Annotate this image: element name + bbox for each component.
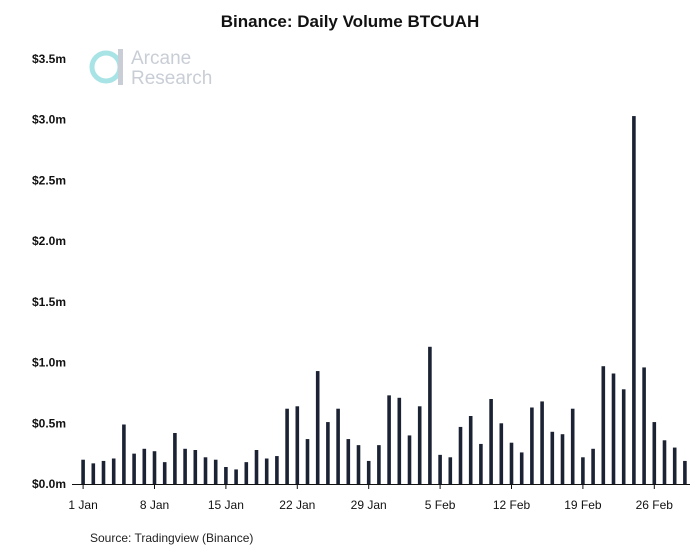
- bars: [81, 116, 687, 484]
- logo-bar: [118, 49, 123, 85]
- bar-jan-18: [254, 450, 259, 484]
- bar-jan-31: [387, 395, 391, 484]
- bar-jan-27: [346, 439, 351, 484]
- y-tick-label: $3.0m: [32, 113, 66, 127]
- y-tick-label: $1.0m: [32, 356, 66, 370]
- bar-jan-17: [244, 462, 249, 484]
- bar-jan-29: [366, 460, 371, 484]
- bar-jan-20: [275, 456, 279, 484]
- bar-feb-18: [570, 408, 575, 484]
- bar-jan-9: [162, 462, 167, 484]
- bar-feb-6: [448, 457, 453, 484]
- bar-jan-5: [122, 424, 126, 484]
- x-tick-label: 22 Jan: [279, 498, 315, 512]
- bar-feb-15: [540, 401, 544, 484]
- bar-feb-17: [560, 434, 565, 484]
- bar-jan-19: [264, 458, 269, 484]
- bar-jan-7: [142, 448, 147, 484]
- bar-jan-22: [295, 406, 300, 484]
- bar-jan-26: [336, 408, 340, 484]
- bar-feb-10: [489, 399, 493, 484]
- bar-feb-7: [458, 426, 463, 484]
- y-tick-label: $2.0m: [32, 234, 66, 248]
- x-tick-label: 1 Jan: [68, 498, 97, 512]
- logo-line-1: Arcane: [131, 48, 191, 69]
- logo-ring: [89, 50, 123, 84]
- y-tick-label: $0.0m: [32, 477, 66, 491]
- bar-feb-26: [652, 422, 657, 484]
- bar-feb-9: [479, 443, 483, 484]
- bar-jan-1: [81, 459, 85, 484]
- bar-feb-11: [499, 423, 504, 484]
- bar-jan-10: [173, 433, 177, 484]
- bar-feb-4: [428, 346, 432, 484]
- x-tick-label: 19 Feb: [564, 498, 602, 512]
- bar-feb-19: [581, 457, 585, 484]
- bar-jan-24: [315, 371, 320, 484]
- bar-jan-11: [183, 448, 187, 484]
- bar-mar-1: [683, 460, 687, 484]
- bar-jan-6: [132, 453, 136, 484]
- bar-feb-27: [662, 440, 667, 484]
- x-axis-ticks: 1 Jan 8 Jan 15 Jan 22 Jan 29 Jan 5 Feb 12 Feb 1…: [68, 484, 673, 512]
- bar-feb-12: [509, 442, 514, 484]
- bar-feb-8: [468, 416, 473, 484]
- bar-feb-3: [417, 406, 422, 484]
- x-tick-label: 8 Jan: [140, 498, 169, 512]
- bar-feb-28: [672, 447, 677, 484]
- y-tick-label: $3.5m: [32, 52, 66, 66]
- bar-feb-14: [530, 407, 534, 484]
- bar-jan-14: [213, 459, 218, 484]
- x-tick-label: 12 Feb: [493, 498, 531, 512]
- y-axis-ticks: $0.0m $0.5m $1.0m $1.5m $2.0m $2.5m $3.0m $3.5m: [32, 52, 66, 491]
- source-note: Source: Tradingview (Binance): [90, 531, 254, 545]
- bar-jan-16: [234, 469, 238, 484]
- x-tick-label: 15 Jan: [208, 498, 244, 512]
- bar-jan-2: [91, 463, 96, 484]
- bar-jan-3: [101, 460, 106, 484]
- x-tick-label: 29 Jan: [351, 498, 387, 512]
- x-tick-label: 26 Feb: [636, 498, 674, 512]
- bar-feb-21: [601, 366, 606, 484]
- bar-feb-25: [642, 367, 646, 484]
- y-tick-label: $0.5m: [32, 416, 66, 430]
- bar-feb-20: [591, 448, 595, 484]
- bar-jan-8: [152, 451, 157, 484]
- bar-feb-23: [621, 389, 626, 484]
- bar-feb-2: [407, 435, 412, 484]
- y-tick-label: $2.5m: [32, 173, 66, 187]
- chart-title: Binance: Daily Volume BTCUAH: [220, 12, 480, 31]
- bar-jan-13: [203, 457, 208, 484]
- bar-feb-13: [519, 452, 524, 484]
- bar-jan-25: [326, 422, 330, 484]
- bar-jan-12: [193, 450, 198, 484]
- bar-feb-22: [611, 373, 616, 484]
- bar-jan-4: [111, 458, 116, 484]
- bar-feb-16: [550, 431, 555, 484]
- bar-jan-30: [377, 445, 381, 484]
- bar-feb-5: [438, 454, 442, 484]
- x-tick-label: 5 Feb: [425, 498, 456, 512]
- bar-feb-1: [397, 397, 402, 484]
- bar-feb-24: [632, 116, 636, 484]
- bar-jan-21: [285, 408, 289, 484]
- arcane-research-logo: Arcane Research: [89, 48, 212, 89]
- y-tick-label: $1.5m: [32, 295, 66, 309]
- bar-jan-15: [224, 467, 228, 484]
- bar-jan-28: [356, 445, 361, 484]
- logo-line-2: Research: [131, 68, 212, 89]
- bar-jan-23: [305, 439, 310, 484]
